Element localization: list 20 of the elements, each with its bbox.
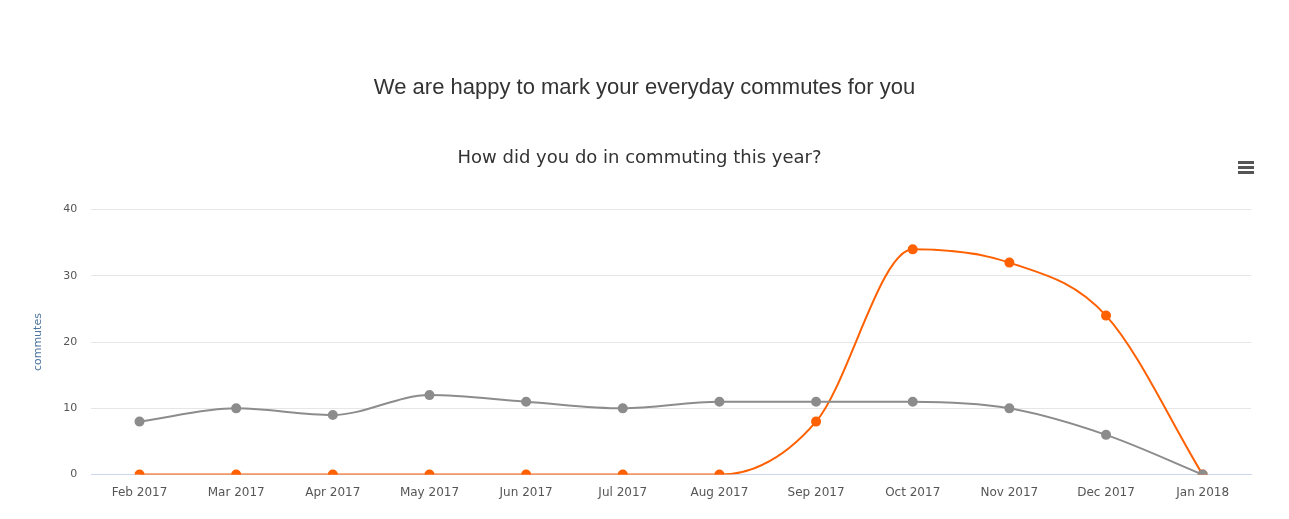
x-tick-label: Mar 2017 bbox=[207, 484, 265, 499]
y-tick-label: 10 bbox=[63, 401, 78, 415]
chart-subtitle: We are happy to mark your everyday commutes for you bbox=[372, 73, 917, 100]
x-tick-label: Dec 2017 bbox=[1077, 484, 1135, 499]
y-axis-title: commutes bbox=[31, 312, 45, 372]
chart-title: How did you do in commuting this year? bbox=[457, 146, 822, 168]
x-tick-label: Jan 2018 bbox=[1175, 484, 1230, 499]
x-tick-label: Sep 2017 bbox=[787, 484, 845, 499]
x-tick-label: Jun 2017 bbox=[498, 484, 553, 499]
y-tick-label: 20 bbox=[63, 334, 78, 348]
x-tick-label: Aug 2017 bbox=[690, 484, 749, 499]
x-tick-label: Oct 2017 bbox=[885, 484, 941, 499]
x-tick-label: Apr 2017 bbox=[305, 484, 361, 499]
x-tick-label: Feb 2017 bbox=[111, 484, 168, 499]
y-tick-label: 40 bbox=[63, 202, 78, 216]
x-tick-label: Nov 2017 bbox=[980, 484, 1039, 499]
y-tick-label: 0 bbox=[70, 467, 78, 481]
x-tick-label: Jul 2017 bbox=[597, 484, 648, 499]
x-tick-label: May 2017 bbox=[399, 484, 460, 499]
y-tick-label: 30 bbox=[63, 268, 78, 282]
